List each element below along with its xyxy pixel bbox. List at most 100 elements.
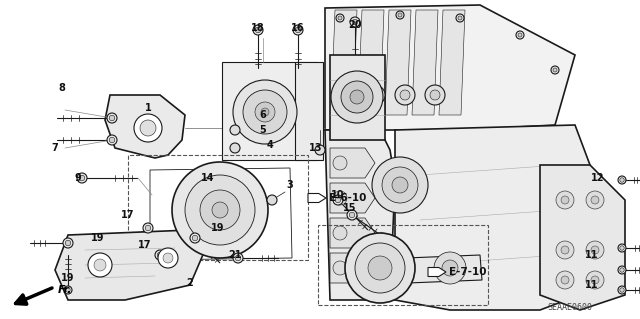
Circle shape [518,33,522,37]
Circle shape [396,11,404,19]
Circle shape [172,162,268,258]
Text: 16: 16 [291,23,305,33]
Circle shape [341,81,373,113]
Circle shape [347,210,357,220]
Text: 21: 21 [228,250,242,260]
Circle shape [190,233,200,243]
Text: 17: 17 [138,240,152,250]
Circle shape [94,259,106,271]
Circle shape [591,276,599,284]
Polygon shape [330,218,375,248]
Circle shape [192,235,198,241]
Circle shape [230,125,240,135]
Circle shape [620,268,624,272]
Circle shape [618,286,626,294]
Text: 8: 8 [59,83,65,93]
Text: E-7-10: E-7-10 [449,267,486,277]
Circle shape [140,120,156,136]
Circle shape [145,225,151,231]
Circle shape [556,191,574,209]
Circle shape [350,17,360,27]
Circle shape [430,90,440,100]
Circle shape [331,71,383,123]
Circle shape [65,240,71,246]
Circle shape [79,175,84,181]
Circle shape [107,113,117,123]
Circle shape [336,14,344,22]
Text: 19: 19 [211,223,225,233]
Circle shape [400,90,410,100]
Circle shape [561,276,569,284]
Circle shape [267,195,277,205]
Circle shape [158,248,178,268]
Text: 5: 5 [260,125,266,135]
Circle shape [77,173,87,183]
Circle shape [109,137,115,143]
Circle shape [66,288,70,292]
Bar [222,62,317,160]
Text: 10: 10 [332,190,345,200]
Circle shape [163,253,173,263]
Circle shape [233,80,297,144]
Circle shape [392,177,408,193]
Text: 14: 14 [201,173,215,183]
Text: 18: 18 [251,23,265,33]
Polygon shape [55,230,205,300]
Circle shape [236,255,241,261]
Circle shape [591,246,599,254]
Bar [318,225,488,305]
Circle shape [338,16,342,20]
Circle shape [333,261,347,275]
Circle shape [107,135,117,145]
Circle shape [340,90,350,100]
Polygon shape [358,10,384,115]
Bar [330,55,385,140]
Circle shape [456,14,464,22]
Text: 6: 6 [260,110,266,120]
Polygon shape [105,95,185,158]
Polygon shape [428,268,446,277]
Circle shape [620,246,624,250]
Circle shape [586,271,604,289]
Circle shape [349,212,355,218]
Circle shape [398,13,402,17]
Polygon shape [385,10,411,115]
Circle shape [382,167,418,203]
Circle shape [333,191,347,205]
Circle shape [335,197,340,203]
Circle shape [255,102,275,122]
Polygon shape [330,183,375,213]
Circle shape [591,196,599,204]
Polygon shape [330,148,375,178]
Text: 1: 1 [145,103,152,113]
Circle shape [345,233,415,303]
Polygon shape [395,125,590,310]
Text: 17: 17 [121,210,135,220]
Text: 3: 3 [287,180,293,190]
Circle shape [553,68,557,72]
Text: Fr.: Fr. [58,285,72,295]
Circle shape [200,190,240,230]
Circle shape [458,16,462,20]
Circle shape [434,252,466,284]
Circle shape [335,85,355,105]
Polygon shape [412,10,438,115]
Circle shape [233,253,243,263]
Circle shape [315,145,325,155]
Circle shape [370,90,380,100]
Polygon shape [330,253,375,283]
Circle shape [243,90,287,134]
Circle shape [253,25,263,35]
Text: 9: 9 [75,173,81,183]
Circle shape [516,31,524,39]
Circle shape [618,266,626,274]
Text: 11: 11 [585,250,599,260]
Text: 19: 19 [61,273,75,283]
Circle shape [88,253,112,277]
Circle shape [333,226,347,240]
Circle shape [155,250,165,260]
Circle shape [425,85,445,105]
Text: 15: 15 [343,203,356,213]
Text: 20: 20 [348,20,362,30]
Polygon shape [406,255,482,283]
